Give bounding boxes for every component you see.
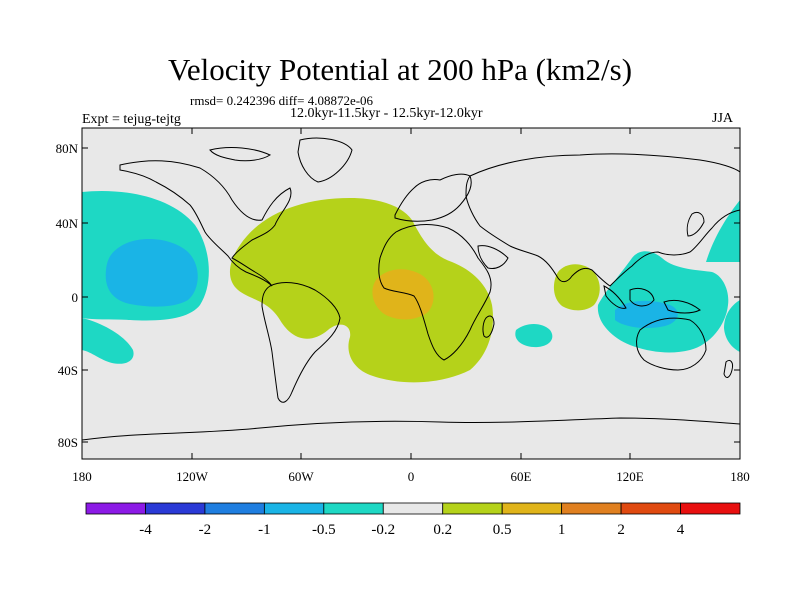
colorbar-segment [323,502,384,515]
greenland-coastline [297,137,353,183]
colorbar-label: -0.2 [371,522,395,538]
north-america-coastline [119,160,292,287]
atlantic-africa-positive-region [229,198,494,383]
colorbar-label: 1 [558,522,566,538]
lat-label: 40N [56,216,79,231]
colorbar-label: 2 [617,522,625,538]
colorbar-label: -1 [258,522,271,538]
colorbar-label: 0.5 [493,522,512,538]
west-pacific-negative-lower [724,300,740,352]
asia-coastline [465,153,740,287]
lat-label: 80N [56,141,79,156]
lon-label: 60E [511,469,532,484]
colorbar-segment [620,502,681,515]
colorbar-segment [501,502,563,515]
experiment-label: Expt = tejug-tejtg [82,112,181,127]
colorbar: -4 -2 -1 -0.5 -0.2 0.2 0.5 1 2 4 [85,502,741,538]
lon-label: 180 [72,469,92,484]
antarctica-coastline [82,417,740,441]
south-america-coastline [261,282,341,403]
lat-label: 0 [72,290,79,305]
lat-label: 40S [58,363,78,378]
colorbar-label: -2 [199,522,212,538]
colorbar-label: -4 [139,522,152,538]
central-africa-positive-core [372,269,434,320]
new-zealand-coastline [723,359,733,378]
indian-ocean-negative-blob [515,324,553,348]
west-pacific-negative-region [706,200,740,262]
lon-label: 120W [176,469,209,484]
indian-ocean-positive-region [553,264,600,311]
maritime-continent-negative-region [597,251,729,353]
plot-title: Velocity Potential at 200 hPa (km2/s) [167,52,633,87]
coastlines [82,137,740,441]
lon-label: 180 [730,469,750,484]
madagascar-coastline [482,315,495,338]
colorbar-segment [145,502,206,515]
colorbar-label: -0.5 [312,522,336,538]
south-pacific-negative-tongue [82,318,134,364]
colorbar-label: 4 [677,522,685,538]
sumatra-coastline [603,285,627,309]
lon-label: 0 [408,469,415,484]
africa-coastline [378,224,492,361]
maritime-continent-negative-core [615,300,678,328]
stats-text: rmsd= 0.242396 diff= 4.08872e-06 [190,93,374,108]
east-pacific-negative-core [105,239,198,307]
colorbar-segment [680,502,741,515]
lat-label: 80S [58,435,78,450]
colorbar-segment [85,502,146,515]
colorbar-segment [204,502,265,515]
contour-fields [82,190,740,383]
colorbar-segment [442,502,503,515]
arabia-coastline [477,245,509,269]
new-guinea-coastline [663,299,701,314]
colorbar-label: 0.2 [433,522,452,538]
colorbar-segment [561,502,622,515]
borneo-coastline [629,287,655,307]
japan-coastline [686,211,705,237]
subtitle: 12.0kyr-11.5kyr - 12.5kyr-12.0kyr [290,106,483,121]
lon-label: 120E [616,469,644,484]
colorbar-segment [382,502,444,515]
lon-label: 60W [288,469,314,484]
latitude-axis: 80N 40N 0 40S 80S [56,141,740,450]
australia-coastline [636,317,707,371]
season-label: JJA [712,111,734,126]
canadian-arctic-coastline [209,147,272,162]
colorbar-segment [263,502,325,515]
longitude-axis: 180 120W 60W 0 60E 120E 180 [72,128,750,484]
